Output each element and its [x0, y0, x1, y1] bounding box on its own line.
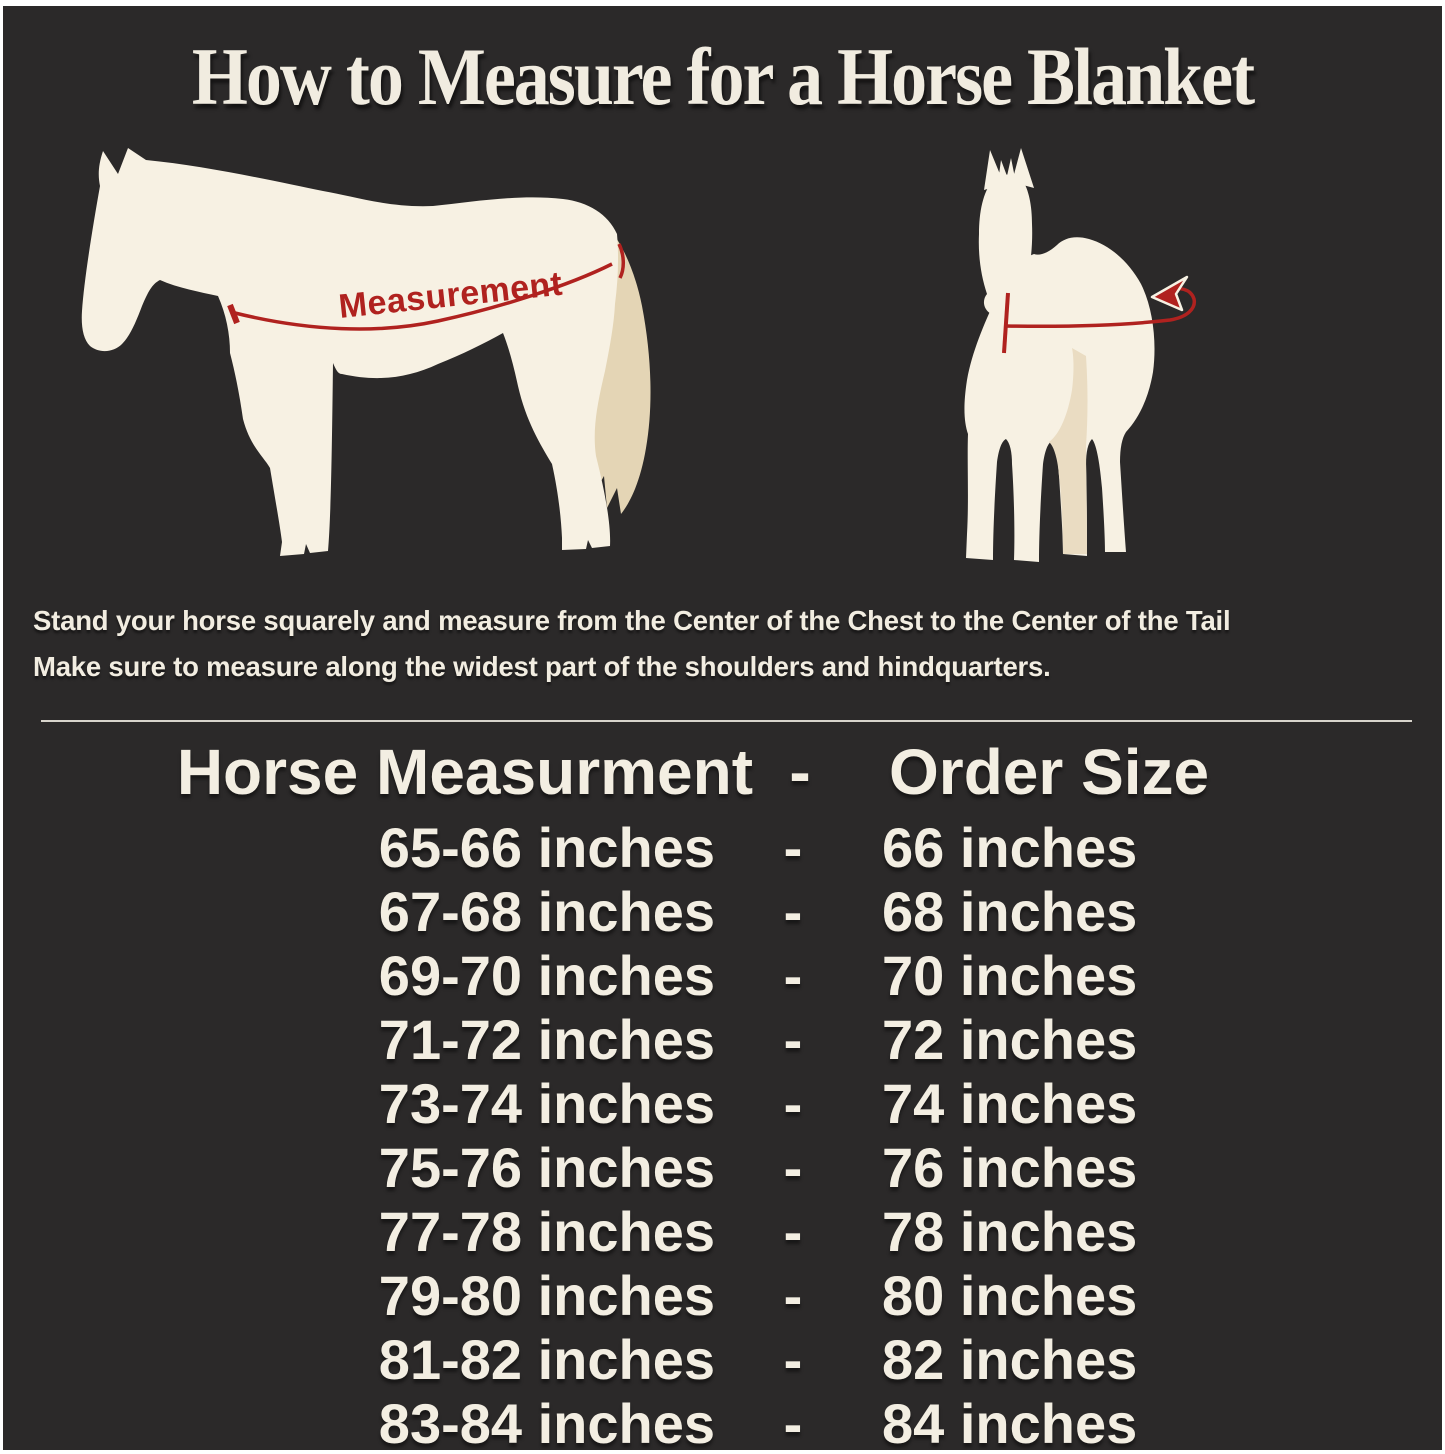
horse-measurement-value: 77-78 inches — [378, 1200, 715, 1263]
table-row: 81-82 inches - 82 inches — [3, 1328, 1442, 1392]
row-separator: - — [783, 1200, 803, 1263]
instructions-text: Stand your horse squarely and measure fr… — [33, 598, 1423, 690]
order-size-value: 74 inches — [882, 1072, 1138, 1135]
table-row: 69-70 inches - 70 inches — [3, 944, 1442, 1008]
row-separator: - — [783, 816, 803, 879]
order-size-value: 72 inches — [882, 1008, 1138, 1071]
horse-measurement-value: 79-80 inches — [378, 1264, 715, 1327]
row-separator: - — [783, 1392, 803, 1450]
row-separator: - — [783, 1264, 803, 1327]
order-size-value: 80 inches — [882, 1264, 1138, 1327]
horse-body-front — [964, 237, 1155, 562]
table-row: 75-76 inches - 76 inches — [3, 1136, 1442, 1200]
table-row: 65-66 inches - 66 inches — [3, 816, 1442, 880]
instructions-line-1: Stand your horse squarely and measure fr… — [33, 605, 1231, 636]
table-row: 71-72 inches - 72 inches — [3, 1008, 1442, 1072]
horse-measurement-value: 83-84 inches — [378, 1392, 715, 1450]
divider-line — [41, 720, 1412, 722]
order-size-value: 68 inches — [882, 880, 1138, 943]
side-view-horse-diagram: Measurement — [81, 148, 651, 556]
horse-measurement-value: 75-76 inches — [378, 1136, 715, 1199]
measurement-end-tick — [617, 243, 625, 279]
horse-leg-shadow — [1049, 348, 1088, 554]
row-separator: - — [783, 880, 803, 943]
girth-arrowhead-icon — [1150, 275, 1189, 312]
table-row: 67-68 inches - 68 inches — [3, 880, 1442, 944]
header-order-size: Order Size — [889, 736, 1210, 808]
row-separator: - — [783, 1136, 803, 1199]
header-horse-measurement: Horse Measurment — [176, 736, 753, 808]
table-row: 79-80 inches - 80 inches — [3, 1264, 1442, 1328]
horse-measurement-value: 71-72 inches — [378, 1008, 715, 1071]
horse-measurement-value: 65-66 inches — [378, 816, 715, 879]
table-row: 73-74 inches - 74 inches — [3, 1072, 1442, 1136]
size-table-header: Horse Measurment - Order Size — [3, 736, 1442, 808]
instructions-line-2: Make sure to measure along the widest pa… — [33, 651, 1051, 682]
row-separator: - — [783, 1072, 803, 1135]
page-title: How to Measure for a Horse Blanket — [191, 31, 1255, 123]
order-size-value: 82 inches — [882, 1328, 1138, 1391]
horse-measurement-value: 69-70 inches — [378, 944, 715, 1007]
row-separator: - — [783, 1328, 803, 1391]
order-size-value: 76 inches — [882, 1136, 1138, 1199]
girth-line — [1005, 286, 1197, 328]
table-row: 83-84 inches - 84 inches — [3, 1392, 1442, 1450]
horse-measurement-value: 73-74 inches — [378, 1072, 715, 1135]
row-separator: - — [783, 1008, 803, 1071]
size-table-body: 65-66 inches - 66 inches 67-68 inches - … — [3, 816, 1442, 1450]
measurement-line — [234, 262, 613, 331]
order-size-value: 70 inches — [882, 944, 1138, 1007]
horse-measurement-value: 67-68 inches — [378, 880, 715, 943]
front-view-horse-diagram — [964, 148, 1197, 562]
table-row: 77-78 inches - 78 inches — [3, 1200, 1442, 1264]
order-size-value: 78 inches — [882, 1200, 1138, 1263]
header-separator: - — [789, 736, 811, 808]
horse-measurement-value: 81-82 inches — [378, 1328, 715, 1391]
order-size-value: 84 inches — [882, 1392, 1138, 1450]
infographic-panel: How to Measure for a Horse Blanket Measu… — [3, 6, 1442, 1450]
measurement-start-mark — [227, 303, 240, 325]
horse-body — [81, 148, 619, 556]
girth-start-tick — [1002, 292, 1010, 354]
order-size-value: 66 inches — [882, 816, 1138, 879]
row-separator: - — [783, 944, 803, 1007]
